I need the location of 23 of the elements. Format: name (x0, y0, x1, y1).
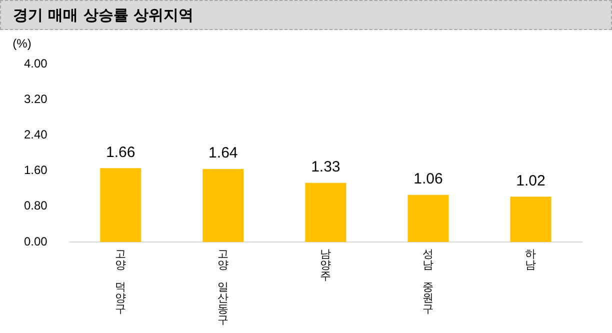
y-tick-label: 1.60 (24, 163, 48, 178)
bar (100, 168, 142, 242)
bar (305, 182, 346, 242)
chart-title: 경기 매매 상승률 상위지역 (0, 0, 612, 30)
y-tick-label: 0.80 (24, 198, 48, 213)
x-tick-label: 성남 중원구 (422, 247, 434, 316)
data-label: 1.02 (516, 172, 546, 190)
x-tick-label: 하남 (525, 247, 536, 272)
bar (202, 169, 244, 242)
y-axis-title: (%) (12, 36, 32, 50)
data-label: 1.06 (414, 170, 443, 188)
x-tick-label: 고양 일산동구 (218, 247, 229, 326)
y-tick-label: 3.20 (24, 92, 48, 106)
data-label: 1.66 (106, 144, 136, 161)
x-tick-label: 고양 덕양구 (115, 247, 126, 316)
data-label: 1.33 (311, 158, 340, 176)
y-tick-label: 4.00 (24, 56, 48, 70)
x-tick-label: 남양주 (320, 247, 332, 282)
bar (408, 194, 449, 242)
bar (510, 196, 552, 242)
y-tick-label: 2.40 (24, 128, 48, 142)
data-label: 1.64 (208, 144, 238, 162)
y-tick-label: 0.00 (24, 234, 48, 248)
